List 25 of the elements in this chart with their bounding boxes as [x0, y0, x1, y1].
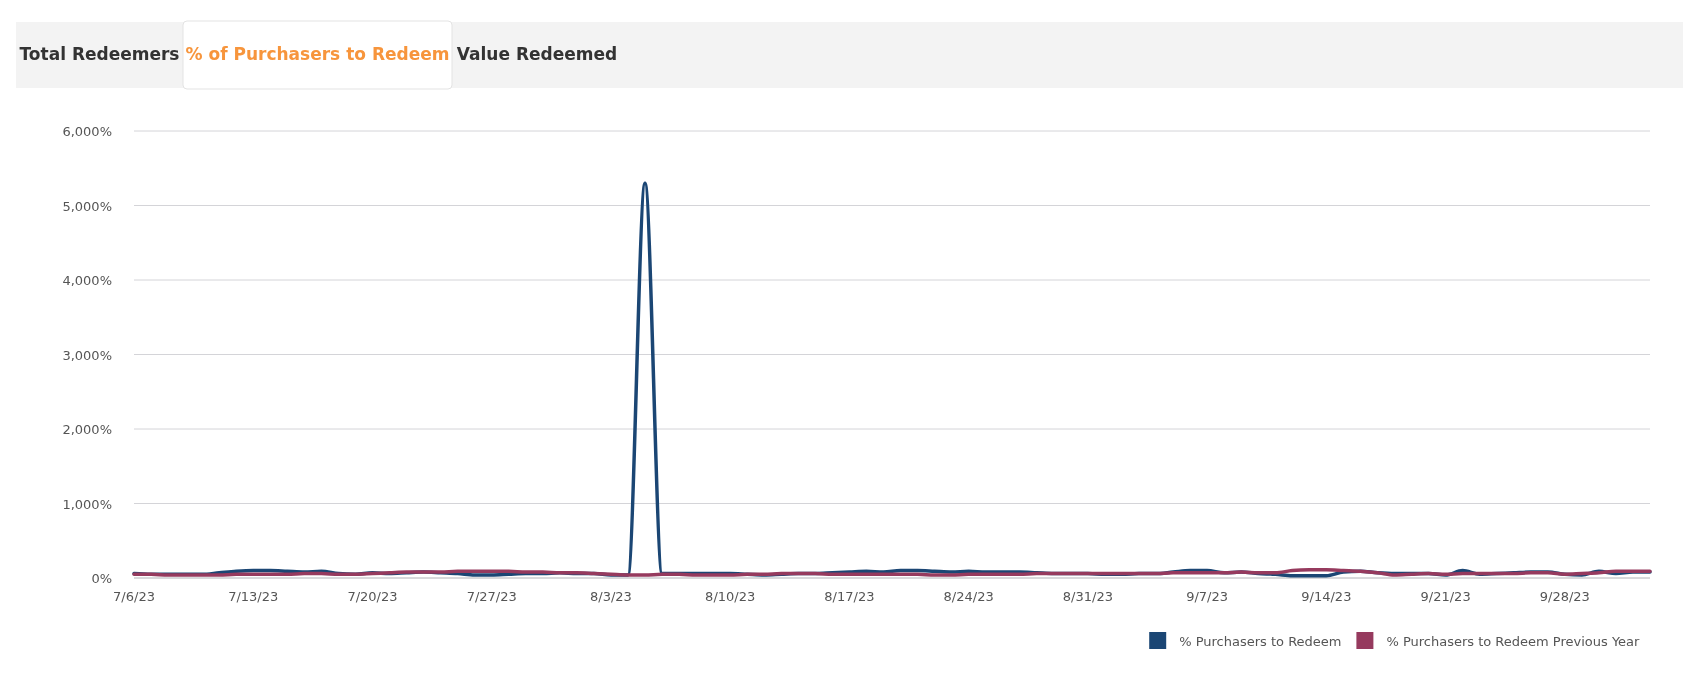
y-tick-label: 5,000%	[62, 198, 112, 214]
legend-label: % Purchasers to Redeem	[1179, 634, 1342, 649]
y-tick-label: 6,000%	[62, 124, 112, 139]
x-tick-label: 8/17/23	[824, 589, 875, 604]
x-tick-label: 8/10/23	[705, 589, 756, 604]
x-tick-label: 8/3/23	[590, 589, 632, 604]
y-tick-label: 2,000%	[62, 422, 112, 437]
x-tick-label: 9/21/23	[1420, 589, 1471, 604]
y-tick-label: 0%	[91, 571, 112, 586]
x-tick-label: 9/28/23	[1539, 589, 1590, 604]
x-tick-label: 7/27/23	[466, 589, 517, 604]
text: Value Redeemed	[456, 44, 618, 64]
x-tick-label: 7/13/23	[228, 589, 279, 604]
legend-label: % Purchasers to Redeem Previous Year	[1386, 634, 1641, 649]
x-tick-label: 9/14/23	[1301, 589, 1352, 604]
x-tick-label: 8/31/23	[1062, 589, 1113, 604]
y-tick-label: 1,000%	[62, 496, 112, 512]
y-tick-label: 4,000%	[62, 273, 112, 288]
x-tick-label: 7/20/23	[347, 589, 398, 604]
x-tick-label: 8/24/23	[943, 589, 994, 604]
x-tick-label: 9/7/23	[1186, 589, 1229, 604]
text: % of Purchasers to Redeem	[185, 44, 450, 64]
text: Total Redeemers	[19, 44, 180, 64]
y-tick-label: 3,000%	[62, 347, 112, 363]
x-tick-label: 7/6/23	[113, 589, 155, 604]
